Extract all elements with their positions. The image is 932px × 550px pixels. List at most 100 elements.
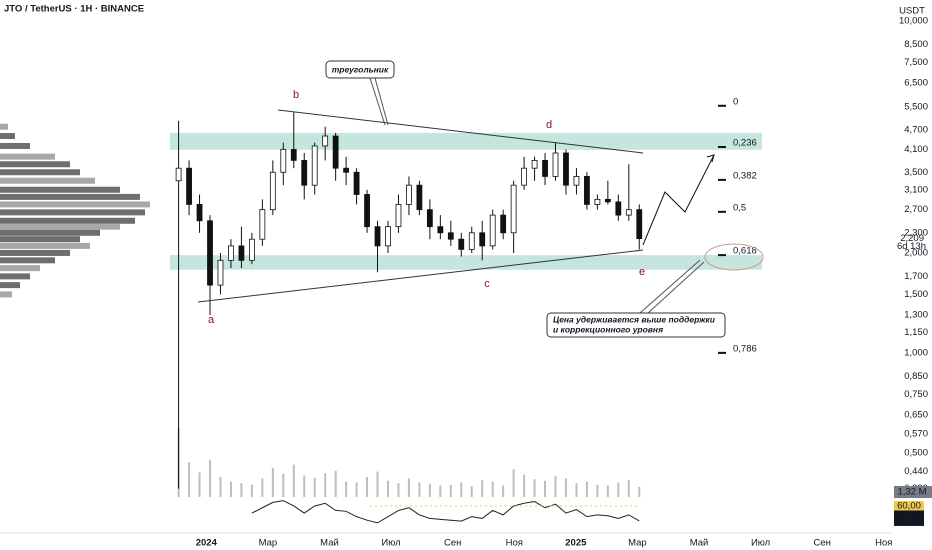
candle-body (447, 232, 454, 240)
chart-title: JTO / TetherUS · 1H · BINANCE (4, 4, 144, 15)
volume-bar (313, 477, 316, 497)
profile-bar (0, 249, 70, 256)
volume-tag (894, 486, 932, 498)
candle-body (594, 198, 601, 205)
rsi-tag (894, 500, 924, 511)
x-tick-label: Июл (751, 538, 770, 549)
x-tick-label: Май (320, 538, 339, 549)
y-tick-label: 0,750 (904, 389, 928, 400)
y-tick-label: 5,500 (904, 102, 928, 113)
candle-body (248, 238, 255, 261)
y-tick-label: 7,500 (904, 57, 928, 68)
fib-label: 0 (733, 96, 738, 107)
volume-bar (502, 485, 505, 497)
volume-bar (334, 470, 337, 497)
y-tick-label: 1,500 (904, 289, 928, 300)
candle-body (510, 184, 517, 234)
volume-bar (533, 479, 536, 497)
projection (642, 154, 715, 246)
pointer (374, 77, 389, 126)
profile-bar (0, 193, 140, 200)
y-tick-label: 4,700 (904, 124, 928, 135)
profile-bar (0, 123, 8, 130)
y-tick-label: 1,700 (904, 271, 928, 282)
rsi-label: 49,28 (897, 510, 921, 521)
profile-bar (0, 177, 95, 184)
zone (170, 132, 762, 150)
candle-body (615, 201, 622, 216)
candle-body (636, 209, 643, 240)
y-tick-label: 1,300 (904, 310, 928, 321)
candle-body (175, 167, 182, 182)
y-tick-label: 0,440 (904, 466, 928, 477)
volume-bar (407, 478, 410, 497)
profile-bar (0, 142, 30, 149)
x-tick-label: Мар (259, 538, 278, 549)
volume-bar (188, 462, 191, 497)
volume-label: 1,32 M (897, 487, 926, 498)
y-unit: USDT (899, 6, 925, 17)
volume-bar (345, 481, 348, 497)
volume-bar (428, 483, 431, 497)
volume-bar (418, 482, 421, 497)
volume-bar (491, 481, 494, 497)
pointer (639, 259, 701, 314)
rsi-label: 60,00 (897, 500, 921, 511)
y-tick-label: 2,000 (904, 247, 928, 258)
candle-body (468, 232, 475, 250)
candle-body (322, 135, 329, 147)
fib-label: 0,5 (733, 202, 746, 213)
fib-label: 0,618 (733, 246, 757, 257)
y-tick-label: 0,650 (904, 409, 928, 420)
drawings: треугольник Цена удерживается выше подде… (197, 60, 764, 338)
candle-body (186, 167, 192, 205)
triangle-lower (197, 249, 644, 303)
candle-body (604, 198, 611, 203)
volume-bar (376, 471, 379, 497)
profile-bar (0, 169, 80, 176)
note-text: Цена удерживается выше поддержки (553, 314, 716, 324)
candle-body (552, 152, 559, 177)
candle-body (311, 145, 318, 186)
volume-bar (439, 485, 442, 497)
candle-body (489, 214, 496, 247)
profile-bar (0, 133, 15, 140)
candle-body (573, 176, 580, 186)
rsi-label: 43,19 (897, 515, 921, 526)
profile-bar (0, 209, 145, 216)
fib-label: 0,382 (733, 170, 757, 181)
profile-bar (0, 273, 30, 280)
volume-bar (397, 483, 400, 497)
x-tick-label: Сен (813, 538, 830, 549)
profile-bar (0, 153, 55, 160)
pointer (369, 77, 386, 126)
y-tick-label: 1,150 (904, 327, 928, 338)
x-tick-label: Сен (444, 538, 461, 549)
candle-body (207, 220, 213, 286)
y-tick-label: 4,100 (904, 144, 928, 155)
volume-bar (271, 467, 274, 497)
rsi-tag (894, 510, 924, 521)
candle-body (437, 226, 444, 234)
profile-bar (0, 186, 120, 193)
candle-body (217, 259, 224, 286)
volume-bar (219, 476, 222, 497)
profile-bar (0, 236, 80, 243)
y-tick-label: 8,500 (904, 39, 928, 50)
candle-body (531, 160, 538, 169)
last-price: 2,209 (900, 233, 924, 244)
volume-bar (282, 473, 285, 497)
wave-label: a (208, 314, 215, 326)
volume-bar (564, 478, 567, 497)
x-tick-label: Июл (381, 538, 400, 549)
rsi-tag (894, 515, 924, 526)
volume-bar (481, 480, 484, 497)
candle-body (353, 171, 360, 195)
y-tick-label: 0,850 (904, 371, 928, 382)
volume-bar (638, 486, 641, 497)
volume-bar (460, 482, 463, 497)
y-tick-label: 2,300 (904, 227, 928, 238)
candle-body (426, 209, 433, 228)
profile-bar (0, 265, 40, 272)
fib-label: 0,236 (733, 138, 757, 149)
